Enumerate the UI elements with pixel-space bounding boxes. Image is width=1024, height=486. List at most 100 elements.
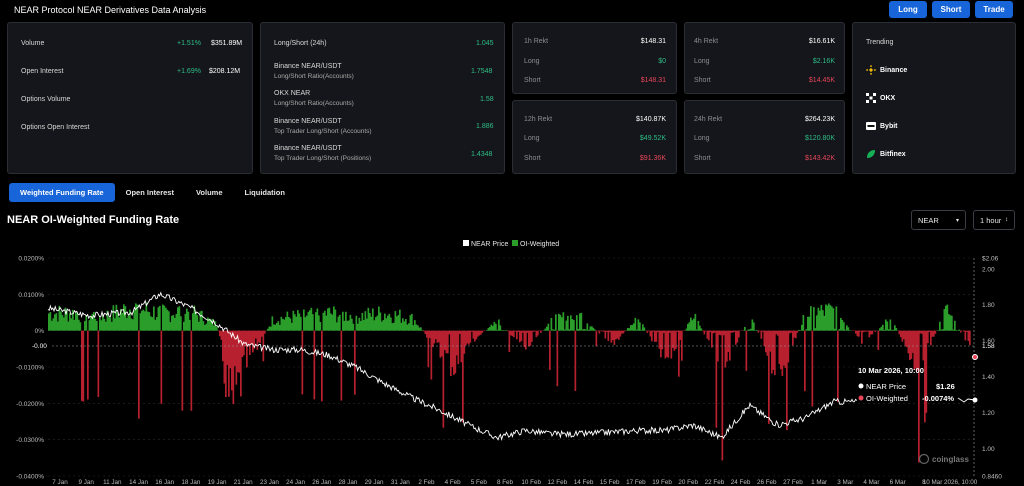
funding-bar-positive [819, 310, 821, 331]
funding-bar-negative [556, 330, 559, 387]
funding-bar-positive [639, 322, 641, 331]
funding-bar-positive [573, 320, 575, 331]
funding-bar-positive [208, 318, 211, 331]
trending-binance[interactable]: Binance [866, 65, 907, 75]
funding-bar-positive [78, 319, 80, 331]
legend-funding-label[interactable]: OI-Weighted [520, 241, 559, 248]
funding-bar-positive [559, 314, 562, 331]
y-right-tick: 1.60 [982, 338, 995, 345]
tab-volume[interactable]: Volume [195, 188, 223, 197]
funding-bar-positive [70, 318, 73, 331]
funding-bar-positive [360, 321, 362, 331]
funding-bar-positive [166, 309, 169, 331]
x-tick: 27 Feb [783, 479, 803, 486]
tab-open-interest[interactable]: Open Interest [125, 188, 174, 197]
rekt-long: $2.16K [812, 58, 835, 65]
tab-liquidation[interactable]: Liquidation [244, 188, 285, 197]
long-button[interactable]: Long [889, 1, 927, 18]
funding-bar-negative [256, 330, 259, 350]
funding-bar-positive [958, 329, 961, 331]
trending-okx[interactable]: OKX [866, 93, 895, 103]
funding-bar-negative [181, 330, 184, 411]
funding-bar-negative [733, 330, 736, 332]
funding-bar-positive [303, 309, 305, 331]
funding-bar-positive [324, 310, 326, 331]
funding-bar-positive [568, 329, 571, 331]
funding-bar-negative [522, 330, 524, 333]
funding-bar-positive [376, 315, 379, 331]
funding-bar-positive [951, 315, 953, 331]
funding-bar-positive [886, 321, 889, 331]
legend-funding-swatch [512, 240, 518, 246]
funding-bar-positive [499, 325, 502, 331]
funding-bar-positive [894, 325, 896, 331]
volume-label: Volume [21, 40, 45, 47]
funding-bar-negative [466, 330, 469, 344]
interval-select[interactable]: 1 hour ↕ [973, 210, 1015, 230]
funding-bar-positive [121, 312, 124, 331]
funding-bar-negative [235, 330, 238, 385]
funding-bar-negative [468, 330, 470, 345]
funding-bar-positive [502, 330, 505, 331]
funding-bar-positive [885, 319, 887, 331]
short-button[interactable]: Short [932, 1, 970, 18]
funding-bar-negative [727, 330, 730, 353]
funding-bar-positive [817, 307, 820, 331]
x-tick: 24 Feb [731, 479, 751, 486]
open-interest-change: +1.69% [177, 68, 201, 75]
trade-button[interactable]: Trade [975, 1, 1013, 18]
funding-bar-positive [183, 321, 185, 331]
funding-bar-positive [136, 304, 139, 331]
funding-bar-positive [489, 326, 491, 331]
coin-select[interactable]: NEAR ▾ [911, 210, 966, 230]
funding-bar-positive [882, 324, 884, 331]
funding-bar-negative [477, 330, 479, 337]
funding-bar-negative [247, 330, 250, 347]
open-interest-label: Open Interest [21, 68, 64, 75]
funding-bar-negative [622, 330, 625, 334]
funding-rate-chart[interactable]: NEAR Price OI-Weighted 0.0200% 0.0100% 0% -… [0, 236, 1024, 486]
rekt-short: $148.31 [640, 77, 666, 84]
funding-bar-positive [552, 329, 554, 331]
funding-bar-positive [403, 321, 406, 331]
funding-bar-positive [88, 320, 91, 331]
funding-bar-negative [519, 330, 521, 343]
x-tick: 17 Feb [626, 479, 646, 486]
volume-value: $351.89M [211, 40, 243, 47]
funding-bar-positive [144, 311, 146, 331]
x-tick: 21 Jan [234, 479, 253, 486]
y-right-tick: 0.8460 [982, 474, 1002, 481]
funding-bar-negative [600, 330, 602, 332]
funding-bar-negative [250, 330, 253, 345]
funding-bar-negative [618, 330, 620, 340]
rekt-1h-card: 1h Rekt $148.31 Long $0 Short $148.31 [512, 22, 677, 94]
funding-bar-positive [276, 322, 278, 331]
funding-bar-negative [765, 330, 767, 353]
funding-bar-negative [762, 330, 764, 332]
funding-bar-negative [429, 330, 431, 339]
tooltip-date: 10 Mar 2026, 10:00 [858, 366, 924, 375]
funding-bar-positive [298, 313, 301, 331]
trending-bitfinex[interactable]: Bitfinex [866, 149, 906, 159]
funding-bar-positive [822, 310, 824, 331]
funding-bar-negative [655, 330, 658, 342]
funding-bar-negative [861, 330, 863, 344]
legend-price-label[interactable]: NEAR Price [471, 241, 508, 248]
funding-bar-positive [94, 318, 97, 331]
funding-bar-negative [738, 330, 740, 338]
funding-bar-negative [837, 330, 839, 402]
chart-grid [48, 257, 974, 477]
funding-bar-negative [354, 330, 356, 395]
funding-bar-negative [732, 330, 734, 333]
tab-weighted-funding-rate[interactable]: Weighted Funding Rate [9, 183, 115, 202]
x-tick: 22 Feb [705, 479, 725, 486]
tooltip-price-label: NEAR Price [866, 382, 906, 391]
x-tick: 3 Mar [837, 479, 853, 486]
funding-bar-positive [189, 319, 191, 331]
funding-bar-positive [177, 307, 179, 331]
funding-bar-negative [787, 330, 790, 363]
x-tick: 10 Mar 2026, 10:00 [923, 479, 978, 486]
funding-bar-negative [81, 330, 83, 401]
funding-bar-negative [450, 330, 452, 377]
trending-bybit[interactable]: Bybit [866, 121, 898, 131]
